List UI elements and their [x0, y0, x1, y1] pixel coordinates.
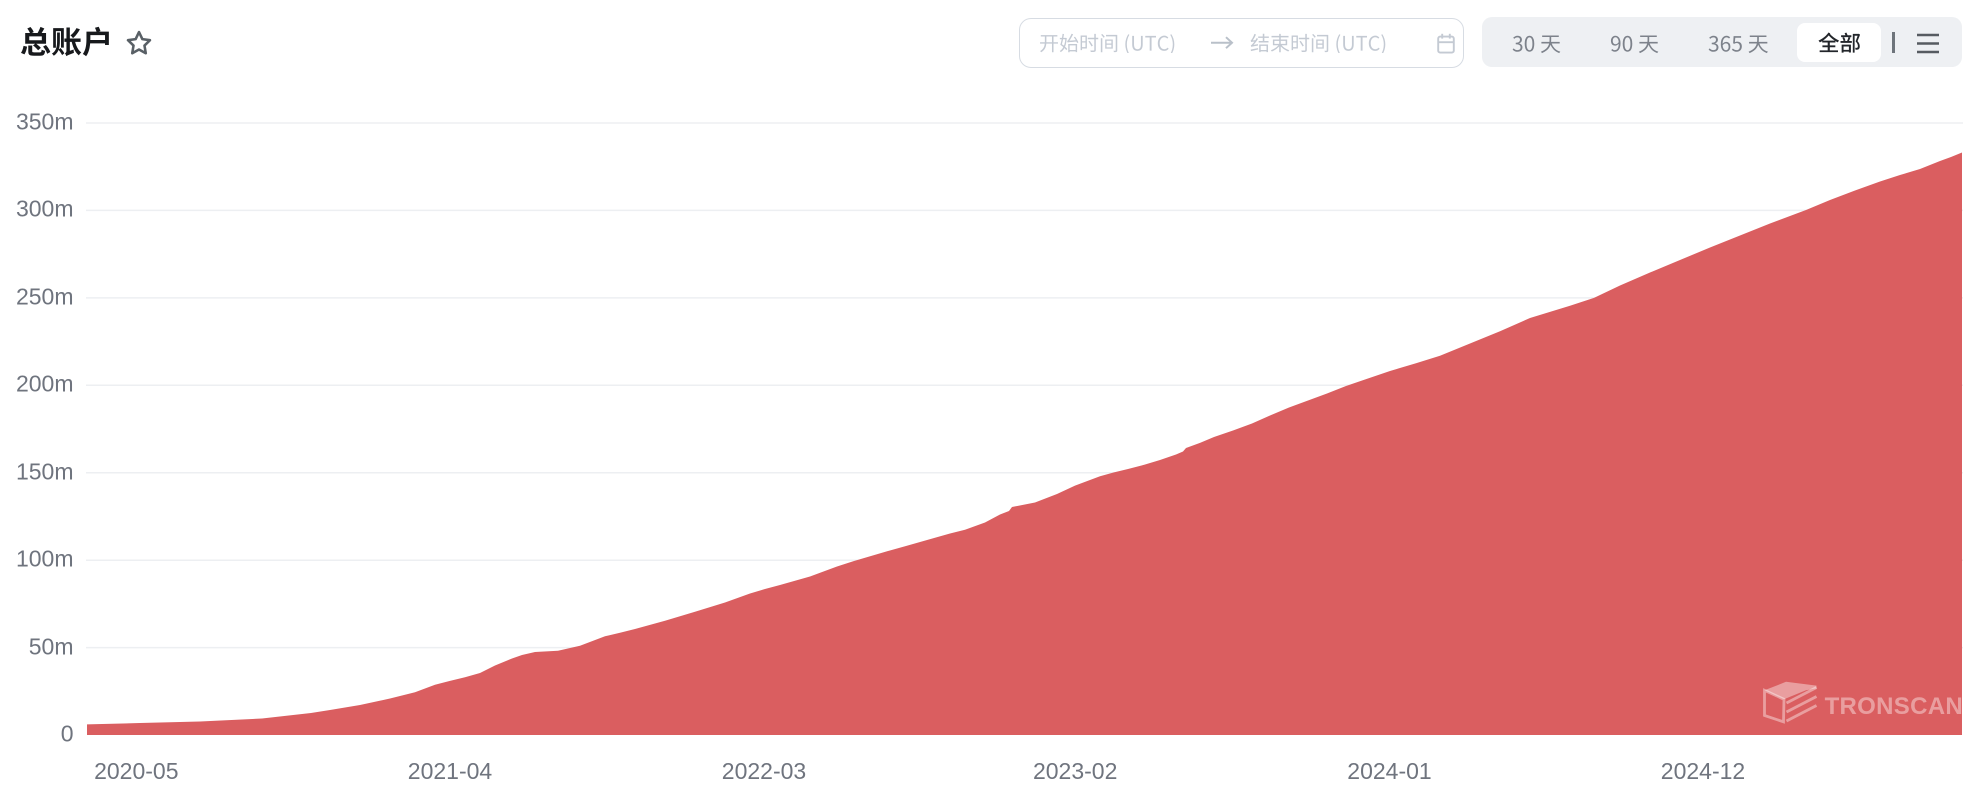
- svg-text:TRONSCAN: TRONSCAN: [1825, 693, 1963, 720]
